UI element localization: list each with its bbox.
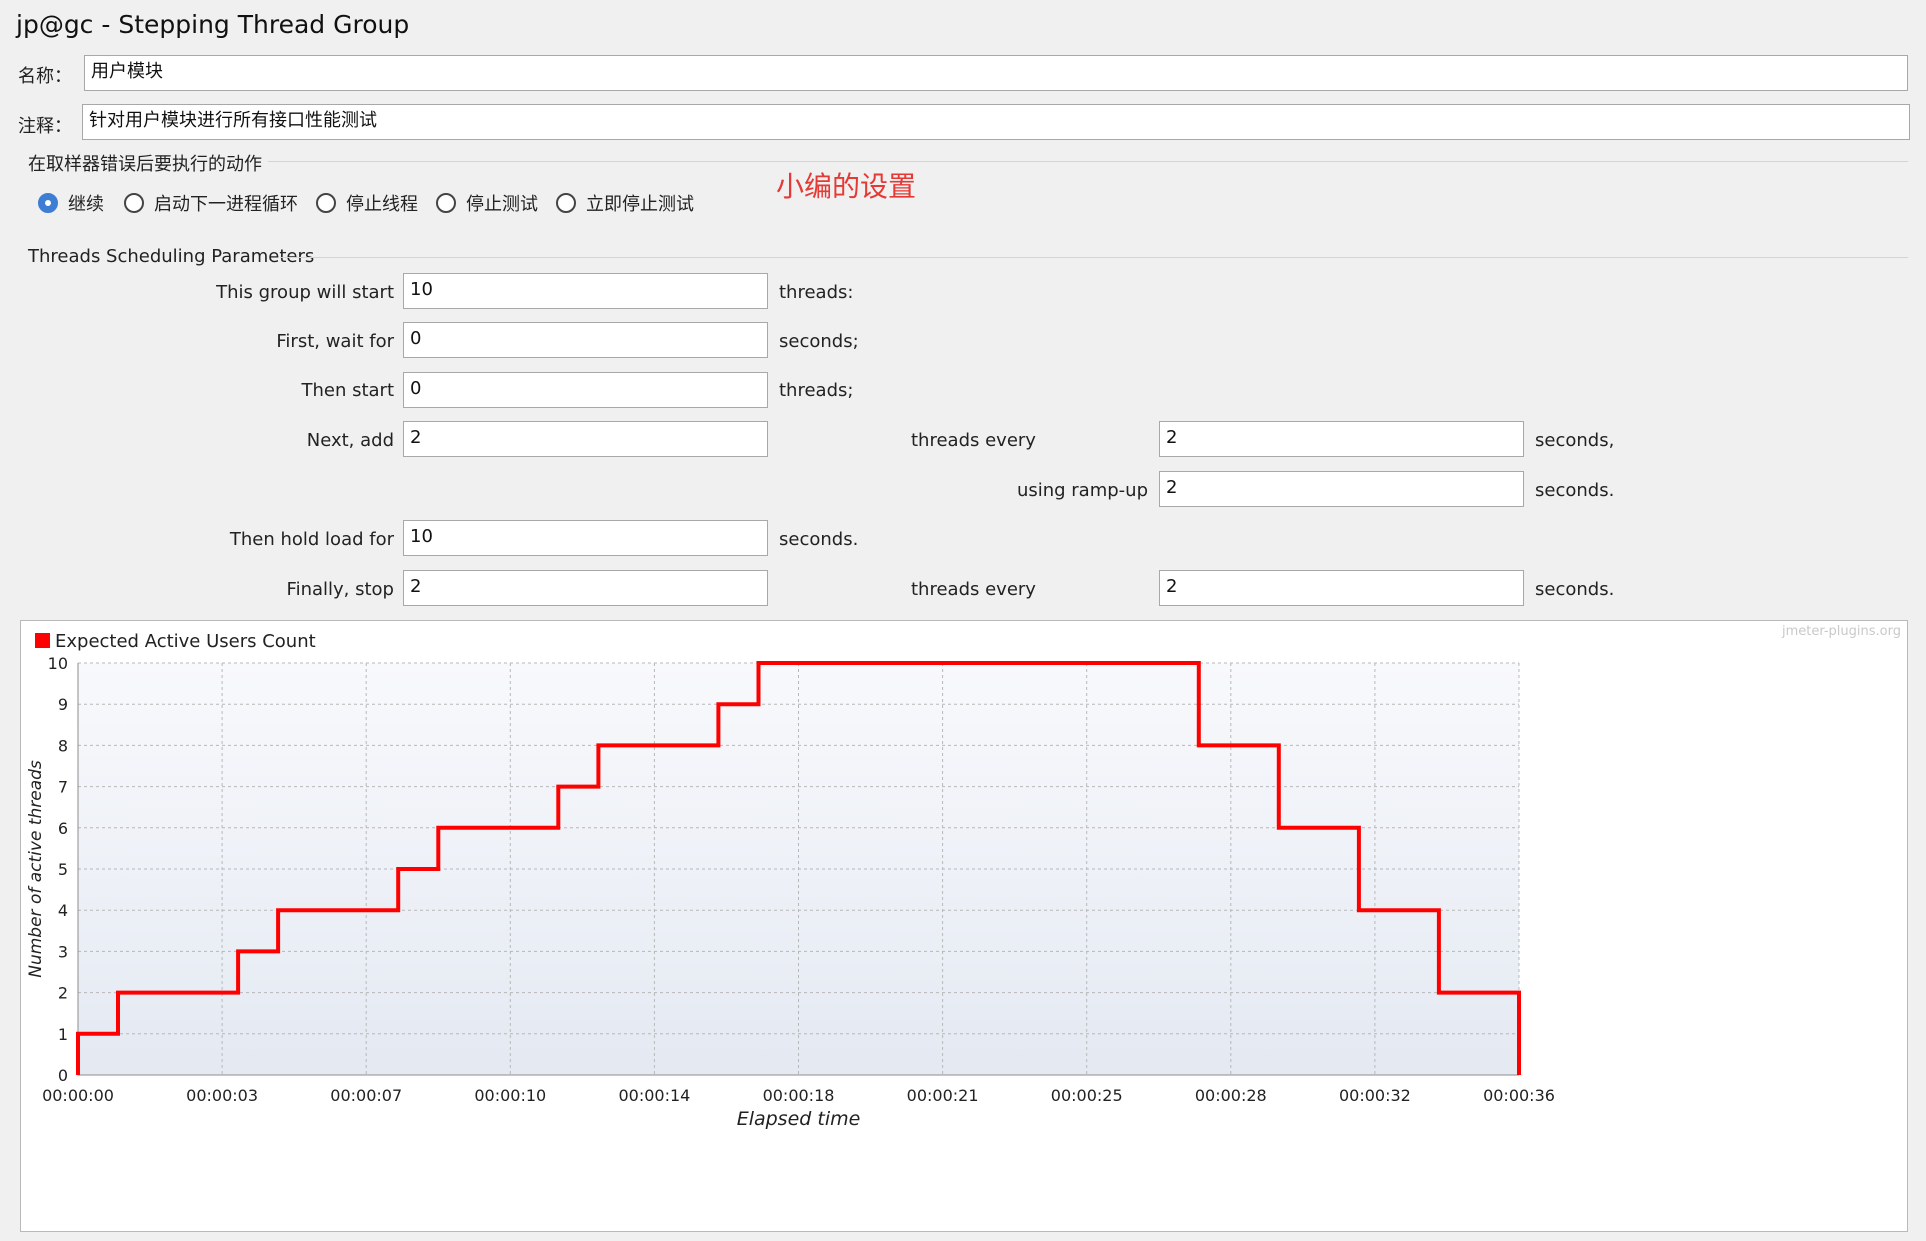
ramp-up-input[interactable]: 2 [1159,471,1524,507]
finally-stop-input[interactable]: 2 [403,570,768,606]
x-tick-label: 00:00:28 [1195,1086,1267,1105]
radio-label: 启动下一进程循环 [154,194,298,215]
y-tick-label: 5 [58,860,68,879]
radio-stop-test[interactable]: 停止测试 [436,188,538,218]
hold-load-label: Then hold load for [229,529,394,550]
x-tick-label: 00:00:25 [1051,1086,1123,1105]
legend-label: Expected Active Users Count [55,631,316,652]
name-input[interactable]: 用户模块 [84,55,1908,91]
x-tick-label: 00:00:03 [186,1086,258,1105]
radio-indicator[interactable] [124,193,144,213]
radio-indicator[interactable] [436,193,456,213]
sampler-error-legend: 在取样器错误后要执行的动作 [28,154,262,175]
watermark: jmeter-plugins.org [1781,624,1901,639]
y-tick-label: 10 [48,654,68,673]
then-start-unit: threads; [779,380,854,401]
y-tick-label: 3 [58,942,68,961]
active-threads-chart: 0 1 2 3 4 5 6 7 8 9 10 00:00:00 00:00:03 00:00:07 00:0… [26,624,1901,1130]
radio-indicator[interactable] [316,193,336,213]
finally-stop-mid-label: threads every [911,579,1036,600]
initial-delay-unit: seconds; [779,331,859,352]
radio-label: 停止线程 [346,194,418,215]
next-add-mid-label: threads every [911,430,1036,451]
radio-stop-thread[interactable]: 停止线程 [316,188,418,218]
y-tick-label: 6 [58,819,68,838]
x-tick-label: 00:00:10 [474,1086,546,1105]
start-threads-input[interactable]: 10 [403,273,768,309]
radio-indicator[interactable] [556,193,576,213]
radio-label: 停止测试 [466,194,538,215]
finally-stop-label: Finally, stop [286,579,394,600]
x-tick-label: 00:00:07 [330,1086,402,1105]
finally-stop-every-input[interactable]: 2 [1159,570,1524,606]
radio-stop-test-now[interactable]: 立即停止测试 [556,188,694,218]
name-label: 名称： [18,66,72,87]
y-tick-label: 8 [58,736,68,755]
radio-label: 立即停止测试 [586,194,694,215]
group-divider [280,257,1908,258]
series-line [76,661,1521,1075]
radio-indicator[interactable] [38,193,58,213]
hold-load-unit: seconds. [779,529,859,550]
y-axis-label: Number of active threads [26,760,46,978]
x-tick-label: 00:00:32 [1339,1086,1411,1105]
next-add-every-input[interactable]: 2 [1159,421,1524,457]
next-add-label: Next, add [306,430,394,451]
ramp-up-label: using ramp-up [1016,480,1148,501]
comment-label: 注释： [18,116,72,137]
next-add-input[interactable]: 2 [403,421,768,457]
then-start-label: Then start [301,380,394,401]
x-tick-label: 00:00:21 [907,1086,979,1105]
radio-start-next-loop[interactable]: 启动下一进程循环 [124,188,298,218]
next-add-unit: seconds, [1535,430,1615,451]
x-tick-label: 00:00:14 [618,1086,690,1105]
x-tick-label: 00:00:00 [42,1086,114,1105]
legend-swatch [35,633,50,648]
y-tick-label: 2 [58,984,68,1003]
then-start-input[interactable]: 0 [403,372,768,408]
y-tick-label: 9 [58,695,68,714]
x-axis-label: Elapsed time [737,1108,861,1130]
initial-delay-label: First, wait for [276,331,394,352]
y-tick-label: 1 [58,1025,68,1044]
hold-load-input[interactable]: 10 [403,520,768,556]
window-title: jp@gc - Stepping Thread Group [16,10,410,39]
start-threads-unit: threads: [779,282,854,303]
start-threads-label: This group will start [216,282,394,303]
y-tick-label: 7 [58,778,68,797]
initial-delay-input[interactable]: 0 [403,322,768,358]
finally-stop-unit: seconds. [1535,579,1615,600]
group-divider [268,161,1908,162]
y-tick-label: 4 [58,901,68,920]
ramp-up-unit: seconds. [1535,480,1615,501]
chart-panel: 0 1 2 3 4 5 6 7 8 9 10 00:00:00 00:00:03 00:00:07 00:0… [20,620,1908,1232]
annotation-note: 小编的设置 [776,170,917,203]
comment-input[interactable]: 针对用户模块进行所有接口性能测试 [82,104,1910,140]
radio-continue[interactable]: 继续 [38,188,104,218]
x-tick-label: 00:00:36 [1483,1086,1555,1105]
x-tick-label: 00:00:18 [763,1086,835,1105]
params-legend: Threads Scheduling Parameters [28,246,315,267]
y-tick-label: 0 [58,1066,68,1085]
radio-label: 继续 [68,194,104,215]
